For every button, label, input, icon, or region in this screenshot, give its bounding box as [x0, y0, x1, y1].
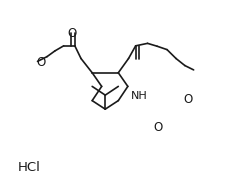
Text: O: O — [67, 27, 76, 40]
Text: HCl: HCl — [17, 161, 40, 174]
Text: O: O — [184, 93, 193, 106]
Text: O: O — [37, 56, 46, 69]
Text: O: O — [153, 121, 163, 134]
Text: NH: NH — [131, 91, 148, 101]
